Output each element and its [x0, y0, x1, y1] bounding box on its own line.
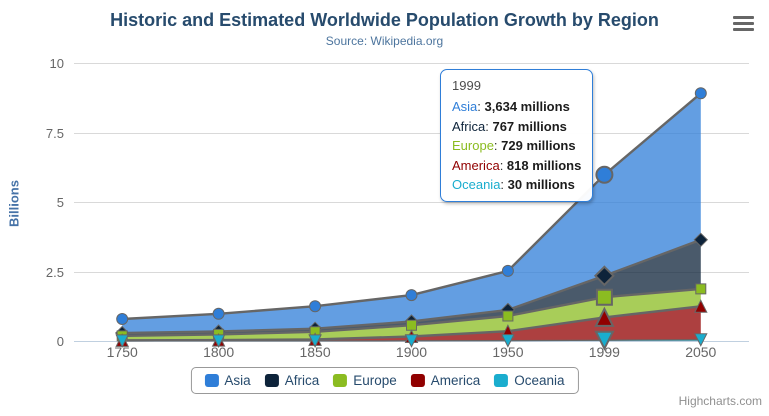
- data-point-africa-1999[interactable]: [593, 265, 615, 287]
- legend: Asia Africa Europe America Oceania: [190, 367, 579, 394]
- legend-swatch: [264, 374, 279, 387]
- tooltip-row-oceania: Oceania: 30 millions: [452, 177, 575, 192]
- data-point-america-2050[interactable]: [693, 299, 708, 313]
- data-point-asia-1900[interactable]: [405, 289, 418, 302]
- data-point-oceania-1900[interactable]: [404, 334, 419, 348]
- xaxis-label: 1800: [203, 344, 234, 360]
- area-band-america[interactable]: [122, 306, 701, 341]
- credits-link[interactable]: Highcharts.com: [678, 394, 762, 408]
- data-point-oceania-1800[interactable]: [211, 334, 226, 349]
- area-band-africa[interactable]: [122, 239, 701, 336]
- tooltip-row-asia: Asia: 3,634 millions: [452, 99, 570, 114]
- chart-title: Historic and Estimated Worldwide Populat…: [110, 10, 659, 30]
- legend-label: Europe: [353, 373, 397, 388]
- data-point-oceania-1950[interactable]: [501, 334, 515, 348]
- xaxis-label: 1999: [589, 344, 620, 360]
- tooltip-series-name: America: [452, 157, 500, 173]
- tooltip-row-america: America: 818 millions: [452, 157, 582, 173]
- data-point-oceania-1750[interactable]: [115, 334, 130, 349]
- series-markers-oceania: [115, 330, 708, 351]
- area-band-asia[interactable]: [122, 93, 701, 333]
- tooltip-series-name: Asia: [452, 99, 478, 114]
- tooltip: 1999 Asia: 3,634 millions Africa: 767 mil…: [440, 69, 594, 202]
- yaxis-label: 5: [57, 195, 64, 210]
- data-point-europe-1950[interactable]: [502, 310, 514, 322]
- data-point-oceania-2050[interactable]: [693, 333, 708, 347]
- legend-label: Oceania: [514, 373, 565, 388]
- series-markers-asia: [116, 87, 707, 325]
- data-point-oceania-1850[interactable]: [308, 334, 322, 349]
- tooltip-series-value: 30 millions: [507, 177, 575, 192]
- legend-item-asia[interactable]: Asia: [204, 373, 251, 388]
- xaxis-label: 1750: [107, 344, 138, 360]
- tooltip-series-value: 729 millions: [501, 138, 576, 153]
- data-point-europe-1900[interactable]: [406, 319, 417, 331]
- yaxis-label: 10: [50, 56, 64, 71]
- legend-label: Asia: [224, 373, 251, 388]
- legend-swatch: [204, 374, 219, 387]
- data-point-asia-1999[interactable]: [595, 165, 614, 184]
- data-point-africa-2050[interactable]: [693, 232, 709, 248]
- tooltip-header: 1999: [452, 78, 481, 93]
- data-point-america-1999[interactable]: [594, 306, 615, 327]
- tooltip-row-africa: Africa: 767 millions: [452, 118, 567, 134]
- legend-label: Africa: [284, 373, 320, 388]
- tooltip-series-name: Europe: [452, 138, 494, 153]
- xaxis-label: 2050: [685, 344, 716, 360]
- data-point-oceania-1999[interactable]: [594, 330, 615, 351]
- data-point-asia-1800[interactable]: [212, 307, 225, 320]
- data-point-europe-2050[interactable]: [695, 283, 707, 295]
- legend-swatch: [333, 374, 348, 387]
- yaxis-title: Billions: [6, 180, 22, 227]
- export-menu-button[interactable]: [733, 16, 754, 31]
- hamburger-icon: [733, 22, 754, 25]
- legend-item-africa[interactable]: Africa: [264, 373, 320, 388]
- legend-label: America: [430, 373, 481, 388]
- yaxis-label: 2.5: [46, 265, 64, 280]
- legend-swatch: [410, 374, 425, 387]
- legend-swatch: [494, 374, 509, 387]
- data-point-europe-1999[interactable]: [595, 288, 613, 306]
- xaxis-label: 1850: [299, 344, 330, 360]
- tooltip-series-name: Africa: [452, 118, 486, 134]
- legend-item-europe[interactable]: Europe: [333, 373, 397, 388]
- data-point-asia-1950[interactable]: [501, 264, 514, 277]
- tooltip-series-value: 767 millions: [492, 118, 567, 134]
- data-point-asia-1750[interactable]: [116, 313, 129, 325]
- data-point-asia-1850[interactable]: [309, 300, 322, 313]
- tooltip-series-value: 818 millions: [506, 157, 582, 173]
- tooltip-series-value: 3,634 millions: [484, 99, 570, 114]
- xaxis-label: 1950: [492, 344, 523, 360]
- data-point-asia-2050[interactable]: [694, 87, 707, 100]
- legend-item-america[interactable]: America: [410, 373, 481, 388]
- hamburger-icon: [733, 16, 754, 19]
- legend-item-oceania[interactable]: Oceania: [494, 373, 565, 388]
- tooltip-series-name: Oceania: [452, 177, 501, 192]
- chart-subtitle: Source: Wikipedia.org: [325, 34, 444, 48]
- yaxis-label: 0: [57, 334, 64, 349]
- yaxis-label: 7.5: [46, 126, 64, 141]
- hamburger-icon: [733, 28, 754, 31]
- xaxis-label: 1900: [396, 344, 427, 360]
- tooltip-row-europe: Europe: 729 millions: [452, 138, 576, 153]
